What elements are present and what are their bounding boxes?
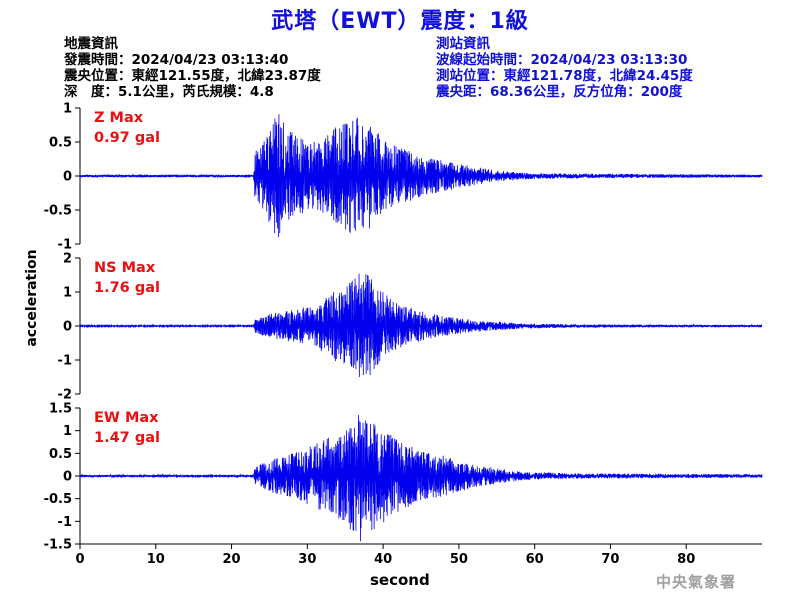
max-value-z: 0.97 gal <box>94 130 160 146</box>
max-label-ns: NS Max <box>94 260 156 276</box>
x-tick-label: 50 <box>450 552 468 567</box>
earthquake-info: 地震資訊 發震時間：2024/04/23 03:13:40 震央位置：東經121… <box>64 36 321 100</box>
y-tick-label: 1 <box>63 102 72 117</box>
x-tick-label: 20 <box>223 552 241 567</box>
y-tick-label: -1 <box>58 515 72 530</box>
y-tick-label: 1 <box>63 424 72 439</box>
eq-depth-magnitude: 深 度：5.1公里，芮氏規模：4.8 <box>64 84 274 100</box>
y-tick-label: 2 <box>63 252 72 267</box>
y-tick-label: 0.5 <box>49 447 72 462</box>
y-tick-label: -1 <box>58 354 72 369</box>
y-tick-label: 1 <box>63 286 72 301</box>
chart-title: 武塔（EWT）震度：1級 <box>271 9 529 34</box>
max-value-ew: 1.47 gal <box>94 430 160 446</box>
eq-origin-time: 發震時間：2024/04/23 03:13:40 <box>64 52 289 68</box>
station-epicentral-distance: 震央距：68.36公里，反方位角：200度 <box>436 84 683 100</box>
x-tick-label: 80 <box>677 552 695 567</box>
y-tick-label: 0.5 <box>49 136 72 151</box>
station-wave-start-time: 波線起始時間：2024/04/23 03:13:30 <box>436 52 688 68</box>
y-tick-label: 0 <box>63 470 72 485</box>
station-location: 測站位置：東經121.78度，北緯24.45度 <box>436 68 693 84</box>
y-tick-label: -1 <box>58 238 72 253</box>
y-tick-label: -0.5 <box>44 492 72 507</box>
station-info: 測站資訊 波線起始時間：2024/04/23 03:13:30 測站位置：東經1… <box>436 36 693 100</box>
waveform-ns <box>79 273 763 377</box>
x-tick-label: 30 <box>298 552 316 567</box>
y-axis-label: acceleration <box>24 249 40 347</box>
max-value-ns: 1.76 gal <box>94 280 160 296</box>
y-tick-label: -2 <box>58 388 72 403</box>
x-tick-label: 40 <box>374 552 392 567</box>
y-tick-label: 0 <box>63 170 72 185</box>
max-label-ew: EW Max <box>94 410 159 426</box>
eq-info-heading: 地震資訊 <box>64 36 118 52</box>
waveform-ew <box>79 414 763 542</box>
x-axis-label: second <box>370 571 430 589</box>
y-tick-label: 1.5 <box>49 402 72 417</box>
waveform-z <box>79 114 763 238</box>
x-tick-label: 60 <box>526 552 544 567</box>
y-tick-label: 0 <box>63 320 72 335</box>
max-label-z: Z Max <box>94 110 144 126</box>
x-tick-label: 70 <box>601 552 619 567</box>
cwa-watermark: 中央氣象署 <box>656 573 737 591</box>
x-tick-label: 10 <box>147 552 165 567</box>
station-info-heading: 測站資訊 <box>436 36 490 52</box>
x-tick-label: 0 <box>75 552 84 567</box>
y-tick-label: -0.5 <box>44 204 72 219</box>
y-tick-label: -1.5 <box>44 538 72 553</box>
eq-epicenter-location: 震央位置：東經121.55度，北緯23.87度 <box>64 68 321 84</box>
